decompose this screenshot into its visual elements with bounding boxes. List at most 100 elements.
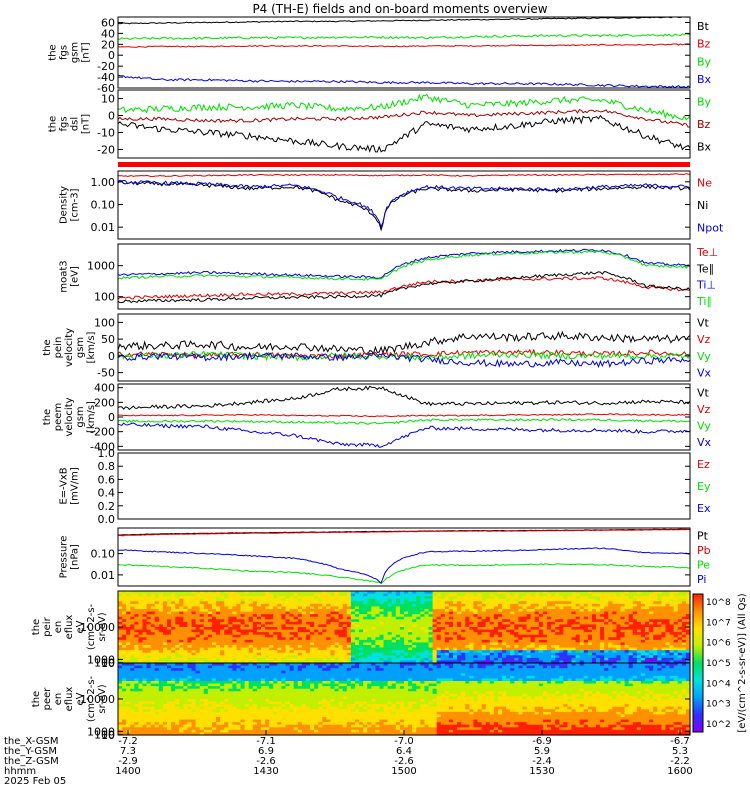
heatmap-cell (310, 606, 315, 610)
heatmap-cell (346, 645, 352, 649)
heatmap-cell (269, 624, 274, 628)
heatmap-cell (240, 639, 246, 644)
heatmap-cell (142, 706, 148, 710)
heatmap-cell (244, 645, 250, 649)
heatmap-cell (118, 727, 123, 731)
heatmap-cell (261, 593, 266, 597)
heatmap-cell (416, 637, 421, 641)
heatmap-cell (530, 637, 536, 641)
heatmap-cell (416, 642, 421, 646)
heatmap-cell (269, 596, 274, 600)
heatmap-cell (261, 660, 266, 664)
heatmap-cell (236, 691, 242, 695)
heatmap-cell (289, 606, 295, 610)
heatmap-cell (547, 598, 552, 602)
heatmap-cell (203, 722, 209, 726)
heatmap-cell (673, 606, 679, 610)
heatmap-cell (448, 632, 454, 636)
heatmap-cell (461, 621, 466, 626)
heatmap-cell (367, 627, 372, 631)
heatmap-cell (281, 606, 287, 610)
heatmap-cell (126, 683, 131, 687)
heatmap-cell (677, 619, 683, 623)
heatmap-cell (191, 611, 197, 615)
heatmap-cell (404, 650, 409, 654)
heatmap-cell (146, 629, 152, 633)
heatmap-cell (632, 591, 638, 595)
heatmap-cell (461, 634, 466, 638)
heatmap-cell (281, 611, 287, 615)
heatmap-cell (162, 632, 168, 636)
heatmap-cell (130, 675, 135, 680)
heatmap-cell (461, 616, 466, 620)
heatmap-cell (387, 603, 393, 608)
heatmap-cell (167, 704, 172, 708)
heatmap-cell (493, 642, 499, 646)
heatmap-cell (322, 611, 327, 615)
heatmap-cell (596, 624, 601, 628)
heatmap-cell (162, 629, 168, 633)
heatmap-cell (126, 609, 131, 613)
heatmap-cell (673, 591, 679, 595)
heatmap-cell (416, 598, 421, 602)
heatmap-cell (448, 596, 454, 600)
heatmap-cell (134, 717, 140, 721)
heatmap-cell (199, 660, 205, 664)
heatmap-cell (301, 601, 307, 605)
heatmap-cell (436, 598, 442, 602)
heatmap-cell (330, 593, 336, 597)
heatmap-cell (661, 632, 667, 636)
heatmap-cell (575, 647, 581, 651)
heatmap-cell (244, 650, 250, 654)
heatmap-cell (632, 624, 638, 628)
heatmap-cell (489, 637, 495, 641)
heatmap-cell (240, 591, 246, 595)
heatmap-cell (673, 598, 679, 602)
heatmap-cell (207, 629, 213, 633)
heatmap-cell (130, 699, 135, 703)
heatmap-cell (224, 591, 229, 595)
heatmap-cell (130, 593, 135, 597)
heatmap-cell (183, 732, 189, 736)
heatmap-cell (220, 693, 225, 698)
heatmap-cell (122, 717, 127, 721)
heatmap-cell (359, 624, 364, 628)
y-axis-label-line: the (31, 619, 42, 635)
heatmap-cell (195, 652, 201, 656)
heatmap-cell (269, 642, 274, 646)
heatmap-cell (207, 660, 213, 664)
heatmap-cell (502, 637, 507, 641)
heatmap-cell (469, 624, 475, 628)
heatmap-cell (150, 624, 156, 628)
heatmap-cell (179, 668, 184, 672)
heatmap-cell (211, 598, 217, 602)
heatmap-cell (359, 611, 364, 615)
heatmap-cell (187, 719, 193, 723)
heatmap-cell (224, 683, 229, 687)
heatmap-cell (167, 681, 172, 685)
heatmap-cell (526, 593, 532, 597)
heatmap-cell (228, 724, 233, 728)
heatmap-cell (457, 639, 462, 644)
heatmap-cell (359, 645, 364, 649)
heatmap-cell (510, 591, 515, 595)
heatmap-cell (183, 711, 189, 716)
heatmap-cell (395, 593, 401, 597)
heatmap-cell (122, 678, 127, 682)
heatmap-cell (371, 642, 376, 646)
heatmap-cell (162, 639, 168, 644)
heatmap-cell (171, 621, 176, 626)
heatmap-cell (375, 616, 381, 620)
heatmap-cell (314, 634, 319, 638)
heatmap-cell (616, 655, 622, 659)
heatmap-cell (256, 624, 262, 628)
heatmap-cell (158, 619, 164, 623)
heatmap-cell (261, 616, 266, 620)
heatmap-cell (297, 619, 303, 623)
heatmap-cell (518, 621, 524, 626)
heatmap-cell (391, 616, 397, 620)
heatmap-cell (187, 591, 193, 595)
heatmap-cell (432, 606, 438, 610)
heatmap-cell (122, 719, 127, 723)
heatmap-cell (318, 637, 323, 641)
